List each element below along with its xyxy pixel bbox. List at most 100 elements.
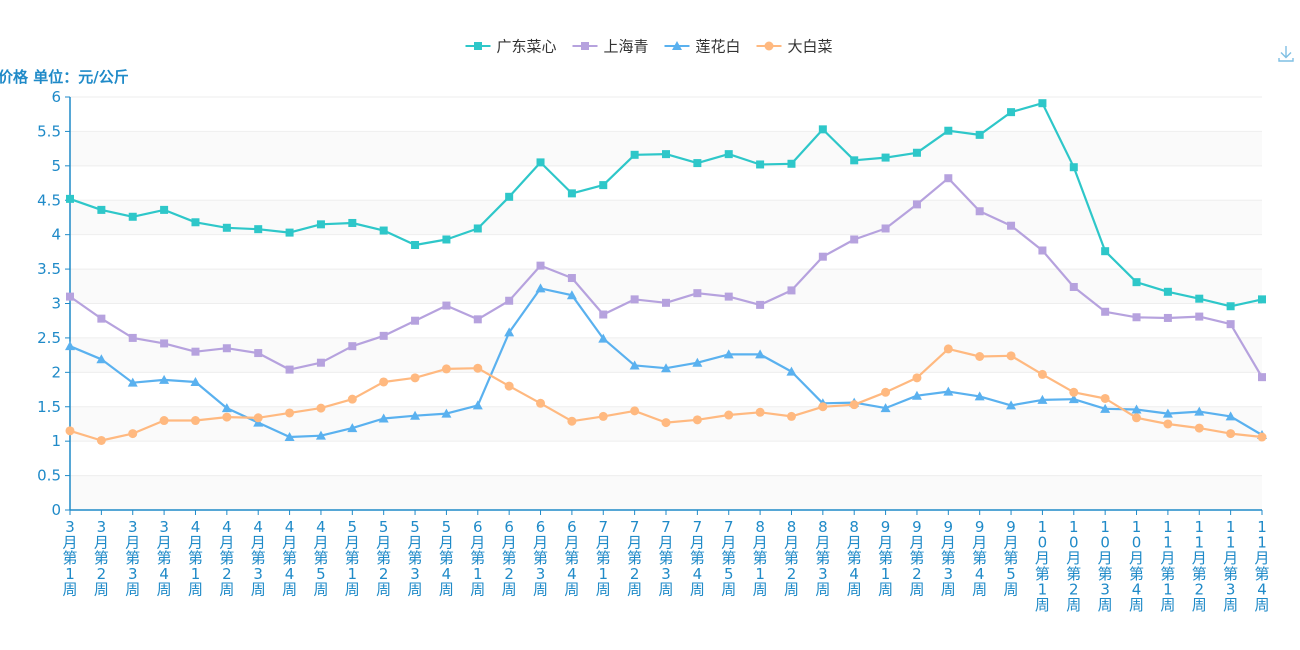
data-point bbox=[1132, 313, 1141, 322]
x-tick-label: 8 月第 4 周 bbox=[847, 518, 862, 598]
x-tick-label: 8 月第 3 周 bbox=[815, 518, 830, 598]
data-point bbox=[943, 344, 953, 354]
x-tick-label: 9 月第 1 周 bbox=[878, 518, 893, 598]
x-tick-label: 7 月第 4 周 bbox=[690, 518, 705, 598]
y-tick-label: 0.5 bbox=[37, 467, 61, 485]
y-tick-label: 3 bbox=[51, 295, 61, 313]
data-point bbox=[1037, 394, 1048, 404]
data-point bbox=[662, 298, 670, 307]
data-point bbox=[756, 300, 765, 309]
data-point bbox=[222, 223, 231, 232]
data-point bbox=[535, 283, 546, 293]
x-tick-label: 9 月第 4 周 bbox=[972, 518, 987, 598]
data-point bbox=[504, 381, 514, 391]
x-tick-label: 5 月第 1 周 bbox=[345, 518, 360, 598]
series-1 bbox=[66, 99, 1266, 311]
legend-marker bbox=[672, 41, 682, 50]
x-tick-label: 9 月第 2 周 bbox=[909, 518, 924, 598]
data-point bbox=[1226, 320, 1235, 329]
grid-band bbox=[70, 200, 1262, 235]
download-icon[interactable] bbox=[1276, 44, 1296, 64]
data-point bbox=[786, 366, 797, 376]
legend-item-3: 莲花白 bbox=[664, 38, 741, 56]
data-point bbox=[1101, 307, 1110, 316]
y-tick-label: 2.5 bbox=[37, 329, 61, 347]
grid-lines bbox=[70, 96, 1262, 511]
data-point bbox=[1163, 419, 1173, 429]
data-point bbox=[254, 225, 263, 234]
data-point bbox=[1163, 287, 1172, 296]
x-tick-label: 1 1 月第 3 周 bbox=[1223, 518, 1238, 614]
x-tick-label: 5 月第 3 周 bbox=[408, 518, 423, 598]
data-point bbox=[1226, 429, 1236, 439]
data-point bbox=[473, 224, 482, 233]
data-point bbox=[755, 407, 765, 417]
data-point bbox=[504, 327, 515, 337]
data-point bbox=[254, 349, 263, 358]
x-tick-label: 9 月第 5 周 bbox=[1004, 518, 1019, 598]
series-layer bbox=[65, 99, 1267, 445]
data-point bbox=[1131, 404, 1142, 414]
x-tick-label: 6 月第 3 周 bbox=[533, 518, 548, 598]
data-point bbox=[630, 295, 639, 304]
data-point bbox=[629, 360, 640, 370]
data-point bbox=[347, 423, 358, 433]
y-tick-label: 1 bbox=[51, 432, 61, 450]
data-point bbox=[974, 391, 985, 401]
x-tick-label: 1 1 月第 4 周 bbox=[1254, 518, 1269, 614]
data-point bbox=[536, 261, 545, 270]
data-point bbox=[97, 314, 106, 323]
data-point bbox=[222, 412, 232, 422]
data-point bbox=[724, 150, 733, 159]
y-axis: 0 0.5 1 1.5 2 2.5 3 3.5 4 4.5 5 5.5 6 bbox=[37, 88, 71, 519]
data-point bbox=[1194, 406, 1205, 416]
data-point bbox=[411, 316, 420, 325]
data-point bbox=[379, 377, 389, 387]
data-point bbox=[786, 411, 796, 421]
data-point bbox=[1069, 163, 1078, 172]
data-point bbox=[818, 402, 828, 412]
data-point bbox=[692, 357, 703, 367]
data-point bbox=[472, 400, 483, 410]
data-point bbox=[285, 365, 294, 374]
data-point bbox=[159, 416, 169, 426]
data-point bbox=[128, 212, 137, 221]
data-point bbox=[348, 218, 357, 227]
data-point bbox=[441, 408, 452, 418]
data-point bbox=[536, 158, 545, 167]
x-tick-label: 9 月第 3 周 bbox=[941, 518, 956, 598]
data-point bbox=[1006, 351, 1016, 361]
data-point bbox=[787, 286, 796, 295]
data-point bbox=[316, 403, 326, 413]
data-point bbox=[1226, 302, 1235, 311]
data-point bbox=[975, 352, 985, 362]
data-point bbox=[1132, 413, 1142, 423]
data-point bbox=[1068, 394, 1079, 404]
data-point bbox=[410, 410, 421, 420]
x-tick-label: 7 月第 3 周 bbox=[658, 518, 673, 598]
x-tick-label: 5 月第 4 周 bbox=[439, 518, 454, 598]
y-tick-label: 6 bbox=[51, 88, 61, 106]
data-point bbox=[128, 429, 138, 439]
series-2 bbox=[66, 174, 1266, 382]
data-point bbox=[348, 342, 357, 351]
data-point bbox=[975, 207, 984, 216]
x-tick-label: 1 1 月第 1 周 bbox=[1160, 518, 1175, 614]
data-point bbox=[442, 301, 451, 310]
data-point bbox=[850, 235, 859, 244]
x-tick-label: 4 月第 2 周 bbox=[219, 518, 234, 598]
data-point bbox=[379, 331, 388, 340]
y-tick-label: 4.5 bbox=[37, 191, 61, 209]
data-point bbox=[1037, 369, 1047, 379]
data-point bbox=[97, 205, 106, 214]
data-point bbox=[567, 189, 576, 198]
x-tick-label: 4 月第 3 周 bbox=[251, 518, 266, 598]
x-tick-label: 3 月第 3 周 bbox=[125, 518, 140, 598]
data-point bbox=[944, 174, 953, 183]
data-point bbox=[379, 226, 388, 235]
data-point bbox=[1100, 393, 1110, 403]
data-point bbox=[661, 363, 671, 373]
x-tick-label: 1 0 月第 4 周 bbox=[1129, 518, 1144, 614]
x-tick-label: 4 月第 5 周 bbox=[313, 518, 328, 598]
data-point bbox=[411, 240, 420, 249]
